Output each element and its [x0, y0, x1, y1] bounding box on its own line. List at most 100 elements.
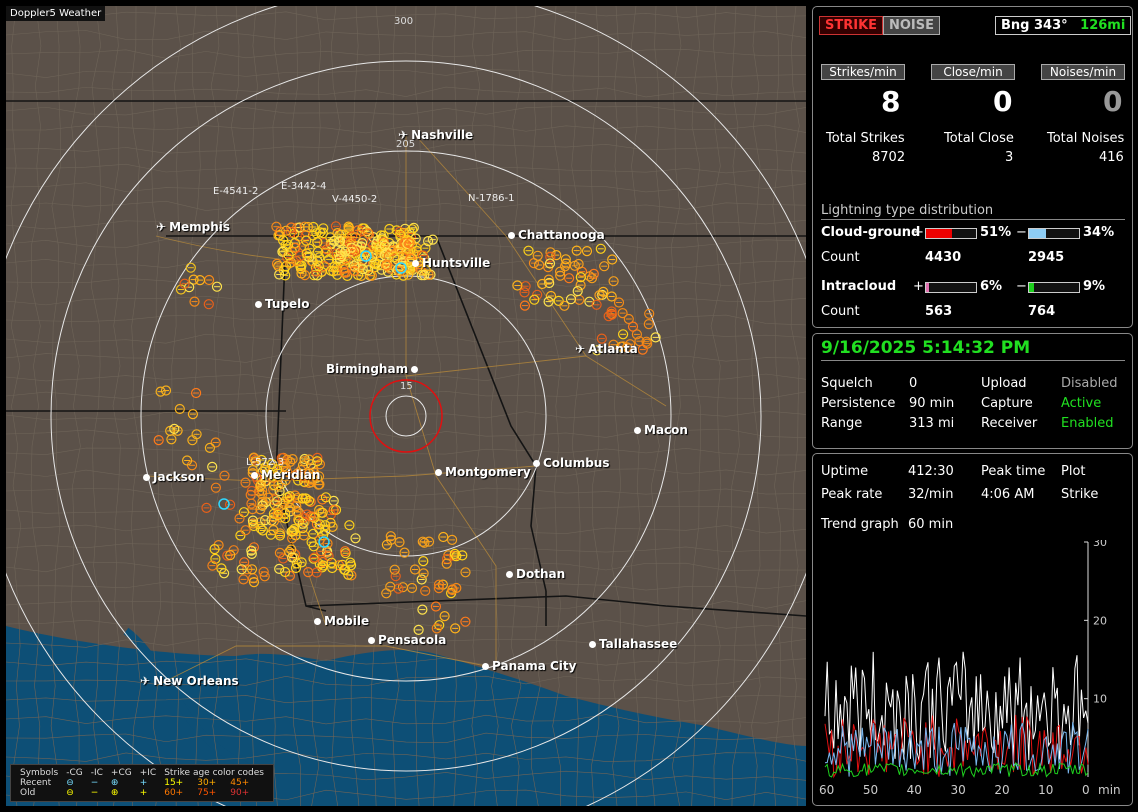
city-dot-icon — [255, 301, 262, 308]
legend-neg-cg-recent-icon: ⊖ — [66, 778, 74, 788]
strike-symbol — [286, 227, 297, 238]
recent-strike-symbol — [395, 262, 407, 274]
strike-symbol — [210, 482, 221, 493]
strike-symbol — [210, 437, 221, 448]
status-cell-persistence-0: Persistence — [821, 396, 896, 411]
strike-symbol — [284, 502, 295, 513]
strike-symbol — [182, 455, 193, 466]
trend-ic-series — [824, 762, 1089, 778]
legend-age-15: 15+ — [164, 778, 184, 788]
strike-symbol — [398, 256, 409, 267]
city-huntsville: Huntsville — [412, 256, 490, 270]
strike-symbol — [406, 582, 418, 594]
strike-symbol — [335, 235, 346, 247]
strike-symbol — [381, 247, 392, 258]
strike-symbol — [209, 543, 220, 555]
strike-symbol — [236, 564, 247, 575]
city-dothan: Dothan — [506, 567, 565, 581]
strike-symbol — [451, 551, 462, 562]
total-strikes-label: Total Strikes — [826, 131, 905, 146]
range-value: 126mi — [1080, 18, 1126, 33]
close-per-min-button[interactable]: Close/min — [931, 64, 1015, 80]
cloud-ground-count-label: Count — [821, 250, 860, 265]
ring-label: 300 — [394, 16, 414, 27]
strike-symbol — [613, 297, 625, 308]
strike-symbol — [245, 489, 256, 500]
city-dot-icon — [508, 232, 515, 239]
strike-stats-panel: STRIKE NOISE Bng 343° 126mi Strikes/min … — [812, 6, 1133, 328]
strike-symbol — [246, 545, 257, 556]
strike-symbol — [439, 610, 450, 622]
trend-pos-cg-series — [824, 714, 1089, 779]
city-name: Dothan — [516, 567, 566, 581]
city-name: Nashville — [411, 128, 474, 142]
strike-symbol — [201, 502, 212, 513]
close-per-min-value: 0 — [993, 85, 1013, 118]
legend-header: -IC — [90, 768, 103, 778]
strike-symbol — [591, 299, 602, 310]
trend-x-tick-label: 20 — [994, 783, 1009, 797]
city-tupelo: Tupelo — [255, 297, 310, 311]
strike-symbol — [441, 558, 452, 569]
strike-symbol — [543, 296, 554, 307]
bearing-readout: Bng 343° 126mi — [995, 16, 1132, 35]
strike-symbol — [545, 251, 556, 263]
strike-symbol — [301, 248, 312, 259]
distribution-title: Lightning type distribution — [821, 203, 994, 218]
strike-symbol — [318, 237, 330, 249]
strike-symbol — [248, 542, 259, 553]
legend-pos-ic-recent-icon: + — [139, 778, 148, 788]
strike-symbol — [427, 234, 438, 245]
strike-symbol — [248, 453, 260, 464]
strike-button[interactable]: STRIKE — [819, 16, 884, 35]
strike-symbol — [295, 250, 306, 261]
strikes-per-min-button[interactable]: Strikes/min — [821, 64, 905, 80]
strike-symbol — [327, 562, 338, 574]
legend-header: Symbols — [20, 768, 59, 778]
plot-value[interactable]: Strike — [1061, 487, 1099, 502]
noises-per-min-button[interactable]: Noises/min — [1041, 64, 1125, 80]
strike-symbol — [320, 492, 331, 503]
legend-age-90: 90+ — [230, 788, 250, 798]
city-dot-icon — [368, 637, 375, 644]
total-close-value: 3 — [1005, 150, 1014, 165]
strike-symbol — [366, 270, 377, 281]
map-base — [6, 6, 806, 806]
city-name: Tallahassee — [599, 637, 678, 651]
strike-symbol — [565, 294, 577, 305]
city-dot-icon — [435, 469, 442, 476]
lightning-map[interactable]: Doppler5 Weather 300 205 15 ✈ Nashville ✈ Mem… — [6, 6, 806, 806]
status-cell-squelch-3[interactable]: Disabled — [1061, 376, 1118, 391]
airport-icon: ✈ — [156, 220, 167, 234]
status-cell-range-1: 313 mi — [909, 416, 955, 431]
strike-symbol — [302, 221, 314, 233]
status-cell-range-3[interactable]: Enabled — [1061, 416, 1114, 431]
strike-symbol — [207, 461, 218, 472]
strike-symbol — [595, 243, 606, 254]
strike-symbol — [160, 385, 172, 396]
legend-age-45: 45+ — [230, 778, 250, 788]
strike-symbol — [420, 243, 431, 254]
city-macon: Macon — [634, 423, 688, 437]
city-name: Meridian — [261, 468, 321, 482]
intracloud-neg-pct: 9% — [1083, 279, 1106, 294]
strike-symbol — [225, 549, 236, 561]
trend-panel: Uptime 412:30 Peak time Plot Peak rate 3… — [812, 453, 1133, 806]
status-cell-squelch-0: Squelch — [821, 376, 873, 391]
strike-symbol — [284, 546, 295, 558]
strike-symbol — [418, 555, 429, 567]
strike-symbol — [179, 278, 190, 289]
strike-symbol — [248, 576, 260, 588]
strike-symbol — [345, 557, 356, 568]
airport-icon: ✈ — [140, 674, 151, 688]
strike-symbol — [257, 496, 268, 507]
noise-button[interactable]: NOISE — [883, 16, 941, 35]
trend-graph-span[interactable]: 60 min — [908, 517, 954, 532]
strike-symbol — [246, 485, 257, 497]
strike-symbol — [431, 623, 442, 634]
strike-symbol — [281, 225, 292, 236]
strike-symbol — [280, 261, 292, 272]
strike-symbol — [326, 557, 337, 568]
city-name: Jackson — [153, 470, 205, 484]
status-cell-persistence-3[interactable]: Active — [1061, 396, 1102, 411]
